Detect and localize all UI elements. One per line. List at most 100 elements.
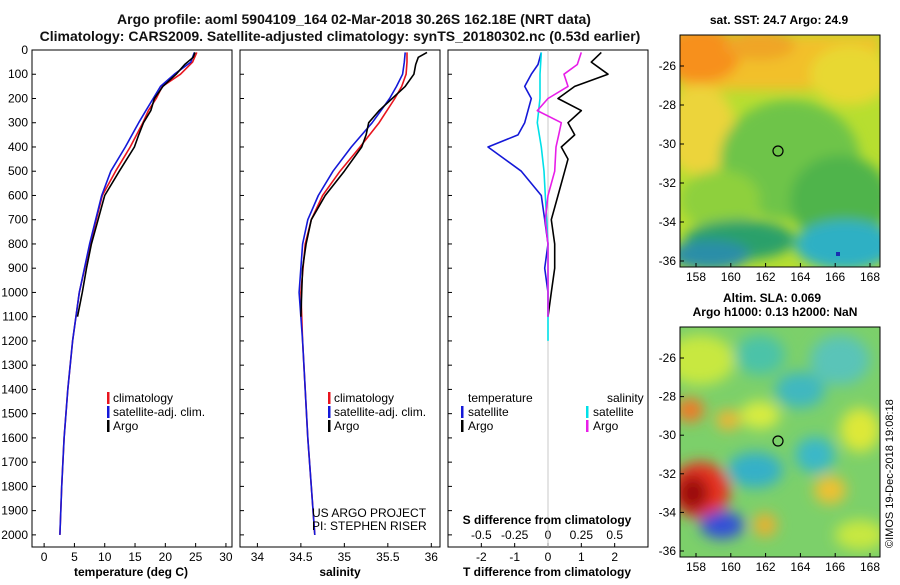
series-line-s-argo bbox=[536, 52, 583, 317]
map-x-tick-label: 164 bbox=[790, 270, 810, 284]
depth-tick-label: 1500 bbox=[1, 407, 28, 421]
x-tick-label: 34 bbox=[251, 550, 265, 564]
depth-tick-label: 1000 bbox=[1, 285, 28, 299]
x-tick-label: 20 bbox=[159, 550, 173, 564]
series-line-argo bbox=[300, 51, 428, 317]
map-y-tick-label: -32 bbox=[659, 467, 677, 481]
depth-tick-label: 800 bbox=[8, 237, 28, 251]
x-tick-label: 10 bbox=[98, 550, 112, 564]
depth-tick-label: 100 bbox=[8, 67, 28, 81]
depth-tick-label: 900 bbox=[8, 261, 28, 275]
sst-map-axes: 158 160 162 164 166 168 -26 -28 -30 -32 -34 -36 bbox=[659, 59, 881, 284]
map-x-tick-label: 160 bbox=[721, 560, 741, 574]
legend-swatch-argo bbox=[328, 420, 331, 432]
map-y-tick-label: -28 bbox=[659, 390, 677, 404]
depth-tick-label: 1300 bbox=[1, 358, 28, 372]
legend-swatch-argo bbox=[107, 420, 110, 432]
legend-label-climatology: climatology bbox=[113, 391, 173, 405]
legend-label-satellite: satellite-adj. clim. bbox=[113, 405, 205, 419]
x-tick-label: 35.5 bbox=[376, 550, 400, 564]
temperature-legend: climatology satellite-adj. clim. Argo bbox=[107, 391, 205, 433]
legend-swatch-s-satellite bbox=[586, 406, 589, 418]
map-y-tick-label: -26 bbox=[659, 351, 677, 365]
map-x-tick-label: 166 bbox=[825, 270, 845, 284]
salinity-difference-xlabel: S difference from climatology bbox=[463, 513, 632, 527]
depth-tick-label: 700 bbox=[8, 213, 28, 227]
sst-float-marker bbox=[772, 145, 784, 157]
map-y-tick-label: -34 bbox=[659, 215, 677, 229]
temperature-chart: 0 5 10 15 20 25 30 bbox=[41, 52, 233, 564]
sst-map-header: sat. SST: 24.7 Argo: 24.9 bbox=[710, 13, 849, 27]
map-x-tick-label: 162 bbox=[756, 270, 776, 284]
x-tick-label: 0 bbox=[41, 550, 48, 564]
x-tick-label: 2 bbox=[611, 550, 618, 564]
legend-swatch-s-argo bbox=[586, 420, 589, 432]
map-x-tick-label: 168 bbox=[860, 270, 880, 284]
s-tick-label: 0.5 bbox=[606, 528, 623, 542]
sst-map bbox=[680, 35, 880, 267]
s-tick-label: -0.5 bbox=[471, 528, 492, 542]
sla-map-header2: Argo h1000: 0.13 h2000: NaN bbox=[693, 305, 858, 319]
legend-swatch-climatology bbox=[328, 392, 331, 404]
legend-label-s-argo: Argo bbox=[593, 419, 619, 433]
temperature-xlabel: temperature (deg C) bbox=[74, 565, 188, 579]
series-line-satellite-adj-clim- bbox=[59, 52, 196, 535]
map-y-tick-label: -26 bbox=[659, 59, 677, 73]
legend-swatch-t-satellite bbox=[461, 406, 464, 418]
depth-tick-label: 1400 bbox=[1, 382, 28, 396]
depth-tick-label: 1700 bbox=[1, 455, 28, 469]
legend-label-s-satellite: satellite bbox=[593, 405, 634, 419]
legend-swatch-satellite bbox=[328, 406, 331, 418]
x-tick-label: 30 bbox=[219, 550, 233, 564]
legend-label-argo: Argo bbox=[113, 419, 139, 433]
map-x-tick-label: 158 bbox=[686, 270, 706, 284]
series-line-climatology bbox=[59, 52, 198, 535]
map-y-tick-label: -28 bbox=[659, 98, 677, 112]
temperature-panel-frame bbox=[31, 49, 233, 548]
x-tick-label: 1 bbox=[578, 550, 585, 564]
map-y-tick-label: -34 bbox=[659, 505, 677, 519]
x-tick-label: 0 bbox=[545, 550, 552, 564]
salinity-chart: 34 34.5 35 35.5 36 bbox=[251, 51, 439, 564]
sla-map bbox=[680, 327, 880, 557]
sst-map-frame bbox=[679, 34, 881, 268]
depth-tick-label: 600 bbox=[8, 188, 28, 202]
series-line-s-satellite bbox=[536, 52, 549, 341]
legend-label-satellite: satellite-adj. clim. bbox=[334, 405, 426, 419]
depth-tick-label: 1200 bbox=[1, 334, 28, 348]
legend-label-t-satellite: satellite bbox=[468, 405, 509, 419]
pi-annotation: PI: STEPHEN RISER bbox=[312, 519, 427, 533]
series-line-satellite-adj-clim- bbox=[298, 52, 406, 535]
series-line-argo bbox=[76, 52, 196, 317]
difference-legend: temperature salinity satellite Argo sate… bbox=[461, 391, 644, 433]
depth-tick-label: 400 bbox=[8, 140, 28, 154]
series-line-t-satellite bbox=[487, 52, 549, 317]
depth-tick-label: 1800 bbox=[1, 479, 28, 493]
depth-tick-label: 300 bbox=[8, 116, 28, 130]
x-tick-label: 35 bbox=[338, 550, 352, 564]
map-y-tick-label: -30 bbox=[659, 137, 677, 151]
legend-swatch-climatology bbox=[107, 392, 110, 404]
x-tick-label: 25 bbox=[189, 550, 203, 564]
sla-float-marker bbox=[772, 435, 784, 447]
x-tick-label: -1 bbox=[509, 550, 520, 564]
sla-map-axes: 158 160 162 164 166 168 -26 -28 -30 -32 -34 -36 bbox=[659, 351, 881, 574]
map-x-tick-label: 162 bbox=[756, 560, 776, 574]
project-annotation: US ARGO PROJECT bbox=[312, 506, 427, 520]
x-tick-label: -2 bbox=[476, 550, 487, 564]
map-y-tick-label: -36 bbox=[659, 254, 677, 268]
x-tick-label: 5 bbox=[71, 550, 78, 564]
map-y-tick-label: -32 bbox=[659, 176, 677, 190]
depth-tick-label: 500 bbox=[8, 164, 28, 178]
difference-xlabel: T difference from climatology bbox=[463, 565, 631, 579]
x-tick-label: 36 bbox=[425, 550, 439, 564]
s-tick-label: -0.25 bbox=[501, 528, 529, 542]
legend-title-temperature: temperature bbox=[468, 391, 533, 405]
depth-tick-label: 0 bbox=[21, 43, 28, 57]
legend-swatch-satellite bbox=[107, 406, 110, 418]
depth-tick-label: 1100 bbox=[2, 310, 28, 324]
x-tick-label: 15 bbox=[128, 550, 142, 564]
depth-tick-label: 1900 bbox=[1, 504, 28, 518]
salinity-panel-frame bbox=[239, 49, 441, 548]
